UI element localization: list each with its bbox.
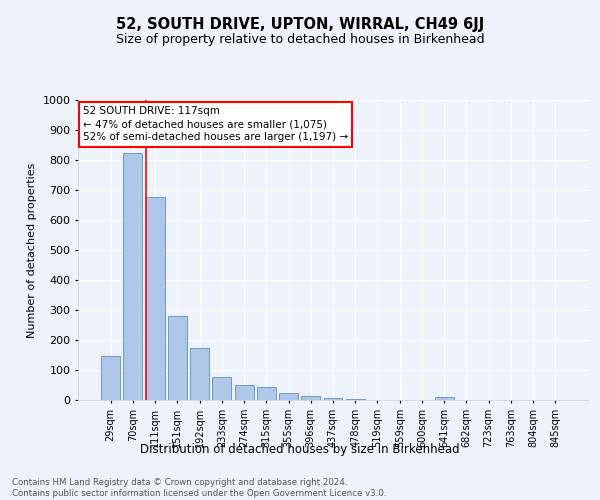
Bar	[101, 356, 120, 400]
Bar	[124, 154, 142, 400]
Y-axis label: Number of detached properties: Number of detached properties	[27, 162, 37, 338]
Text: 52 SOUTH DRIVE: 117sqm
← 47% of detached houses are smaller (1,075)
52% of semi-: 52 SOUTH DRIVE: 117sqm ← 47% of detached…	[83, 106, 348, 142]
Bar	[279, 394, 298, 400]
Bar	[190, 348, 209, 400]
Bar	[323, 398, 343, 400]
Text: 52, SOUTH DRIVE, UPTON, WIRRAL, CH49 6JJ: 52, SOUTH DRIVE, UPTON, WIRRAL, CH49 6JJ	[116, 18, 484, 32]
Bar	[435, 397, 454, 400]
Text: Distribution of detached houses by size in Birkenhead: Distribution of detached houses by size …	[140, 442, 460, 456]
Bar	[301, 396, 320, 400]
Bar	[257, 388, 276, 400]
Text: Size of property relative to detached houses in Birkenhead: Size of property relative to detached ho…	[116, 32, 484, 46]
Bar	[212, 376, 231, 400]
Bar	[146, 196, 164, 400]
Text: Contains HM Land Registry data © Crown copyright and database right 2024.
Contai: Contains HM Land Registry data © Crown c…	[12, 478, 386, 498]
Bar	[346, 398, 365, 400]
Bar	[168, 316, 187, 400]
Bar	[235, 385, 254, 400]
